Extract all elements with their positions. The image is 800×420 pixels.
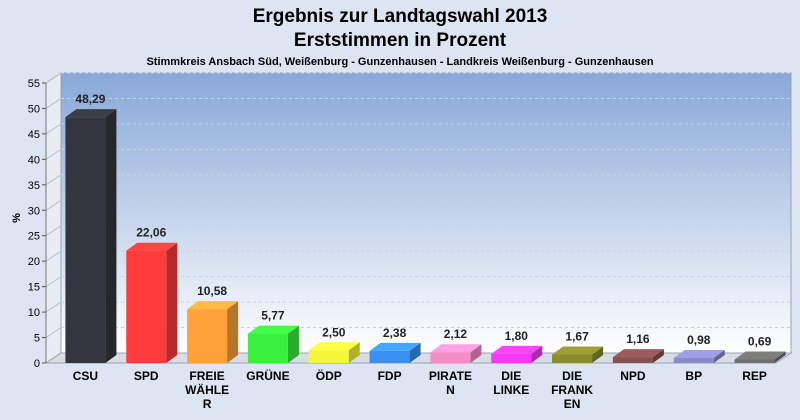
bar-side bbox=[652, 349, 664, 363]
bar-side bbox=[105, 109, 117, 363]
bar-value-label: 2,12 bbox=[444, 327, 468, 341]
x-tick-label: CSU bbox=[73, 369, 98, 383]
x-tick-label: PIRATE bbox=[429, 369, 472, 383]
gridline-side bbox=[45, 225, 62, 237]
x-tick-label: EN bbox=[564, 397, 581, 411]
bar-value-label: 1,16 bbox=[626, 332, 650, 346]
plot-side-wall bbox=[45, 72, 62, 364]
y-tick-label: 30 bbox=[28, 205, 40, 217]
x-tick-label: DIE bbox=[501, 369, 521, 383]
y-tick-label: 40 bbox=[28, 154, 40, 166]
bar bbox=[187, 309, 228, 363]
bar-side bbox=[774, 351, 786, 363]
y-tick-label: 10 bbox=[28, 307, 40, 319]
bar-value-label: 2,38 bbox=[383, 326, 407, 340]
gridline-side bbox=[45, 199, 62, 211]
bar bbox=[126, 250, 167, 363]
bar-value-label: 2,50 bbox=[322, 325, 346, 339]
gridline-side bbox=[45, 98, 62, 109]
y-tick-label: 25 bbox=[28, 231, 40, 243]
chart-caption: Stimmkreis Ansbach Süd, Weißenburg - Gun… bbox=[146, 56, 653, 68]
bar-value-label: 5,77 bbox=[261, 309, 285, 323]
x-tick-label: FREIE bbox=[189, 369, 224, 383]
bar-value-label: 48,29 bbox=[75, 92, 105, 106]
x-tick-label: REP bbox=[742, 369, 767, 383]
bar-side bbox=[348, 342, 360, 363]
bar-top bbox=[369, 342, 421, 351]
y-axis-label: % bbox=[11, 213, 23, 223]
y-tick-label: 5 bbox=[34, 333, 40, 345]
bar-side bbox=[531, 345, 543, 363]
bar bbox=[673, 358, 714, 363]
bar-top bbox=[65, 109, 117, 118]
bar-value-label: 1,80 bbox=[505, 329, 529, 343]
x-tick-label: R bbox=[203, 397, 212, 411]
bar-value-label: 0,69 bbox=[748, 334, 772, 348]
chart-subtitle: Erststimmen in Prozent bbox=[294, 30, 507, 51]
bar-top bbox=[734, 351, 786, 360]
y-tick-label: 55 bbox=[28, 78, 40, 90]
bar-top bbox=[552, 346, 604, 355]
plot-back-wall bbox=[60, 72, 792, 354]
bar-top bbox=[491, 345, 543, 354]
x-tick-label: FDP bbox=[378, 369, 402, 383]
bar bbox=[430, 352, 471, 363]
gridline-side bbox=[45, 327, 62, 338]
bar-top bbox=[430, 344, 482, 353]
bar-value-label: 0,98 bbox=[687, 333, 711, 347]
bar bbox=[612, 357, 653, 363]
bar-top bbox=[612, 349, 664, 358]
x-tick-label: SPD bbox=[134, 369, 159, 383]
x-tick-label: ÖDP bbox=[316, 368, 342, 383]
y-tick-label: 0 bbox=[34, 358, 40, 370]
bar bbox=[247, 333, 288, 363]
bar-side bbox=[409, 342, 421, 363]
bar-top bbox=[187, 301, 239, 310]
bar-side bbox=[287, 325, 299, 363]
y-tick-label: 15 bbox=[28, 282, 40, 294]
bar-side bbox=[592, 346, 604, 363]
bar-value-label: 22,06 bbox=[136, 226, 166, 240]
bar-top bbox=[126, 242, 178, 251]
bar-side bbox=[227, 301, 239, 363]
bar bbox=[552, 354, 593, 363]
bar bbox=[491, 353, 532, 363]
gridline-side bbox=[45, 250, 62, 262]
bar bbox=[734, 359, 775, 363]
plot-area: 0 5 10 15 20 25 30 35 40 45 50 55 48,29 CSU 22,06 SPD 10… bbox=[28, 72, 793, 411]
bar-top bbox=[673, 350, 725, 359]
x-tick-label: BP bbox=[685, 369, 702, 383]
chart-title: Ergebnis zur Landtagswahl 2013 bbox=[253, 6, 548, 27]
x-tick-label: WÄHLE bbox=[185, 382, 229, 397]
bar bbox=[65, 117, 106, 363]
bar-side bbox=[470, 344, 482, 363]
gridline-side bbox=[45, 123, 62, 135]
bar bbox=[308, 350, 349, 363]
bar-top bbox=[247, 325, 299, 334]
gridline-side bbox=[45, 276, 62, 288]
gridline-side bbox=[45, 72, 62, 84]
x-tick-label: GRÜNE bbox=[246, 368, 289, 383]
y-tick-label: 50 bbox=[28, 103, 40, 115]
x-tick-label: FRANK bbox=[551, 383, 593, 397]
y-tick-label: 35 bbox=[28, 180, 40, 192]
bar-side bbox=[713, 350, 725, 363]
gridline-side bbox=[45, 148, 62, 160]
bar-side bbox=[166, 242, 178, 363]
y-tick-label: 45 bbox=[28, 129, 40, 141]
bar-top bbox=[308, 342, 360, 351]
gridline-side bbox=[45, 301, 62, 313]
bar-value-label: 1,67 bbox=[565, 329, 589, 343]
x-tick-label: NPD bbox=[620, 369, 646, 383]
x-tick-label: LINKE bbox=[493, 383, 529, 397]
x-tick-label: N bbox=[446, 383, 455, 397]
y-tick-label: 20 bbox=[28, 256, 40, 268]
gridline-side bbox=[45, 174, 62, 186]
bar-value-label: 10,58 bbox=[197, 284, 227, 298]
x-tick-label: DIE bbox=[562, 369, 582, 383]
bar bbox=[369, 350, 410, 363]
